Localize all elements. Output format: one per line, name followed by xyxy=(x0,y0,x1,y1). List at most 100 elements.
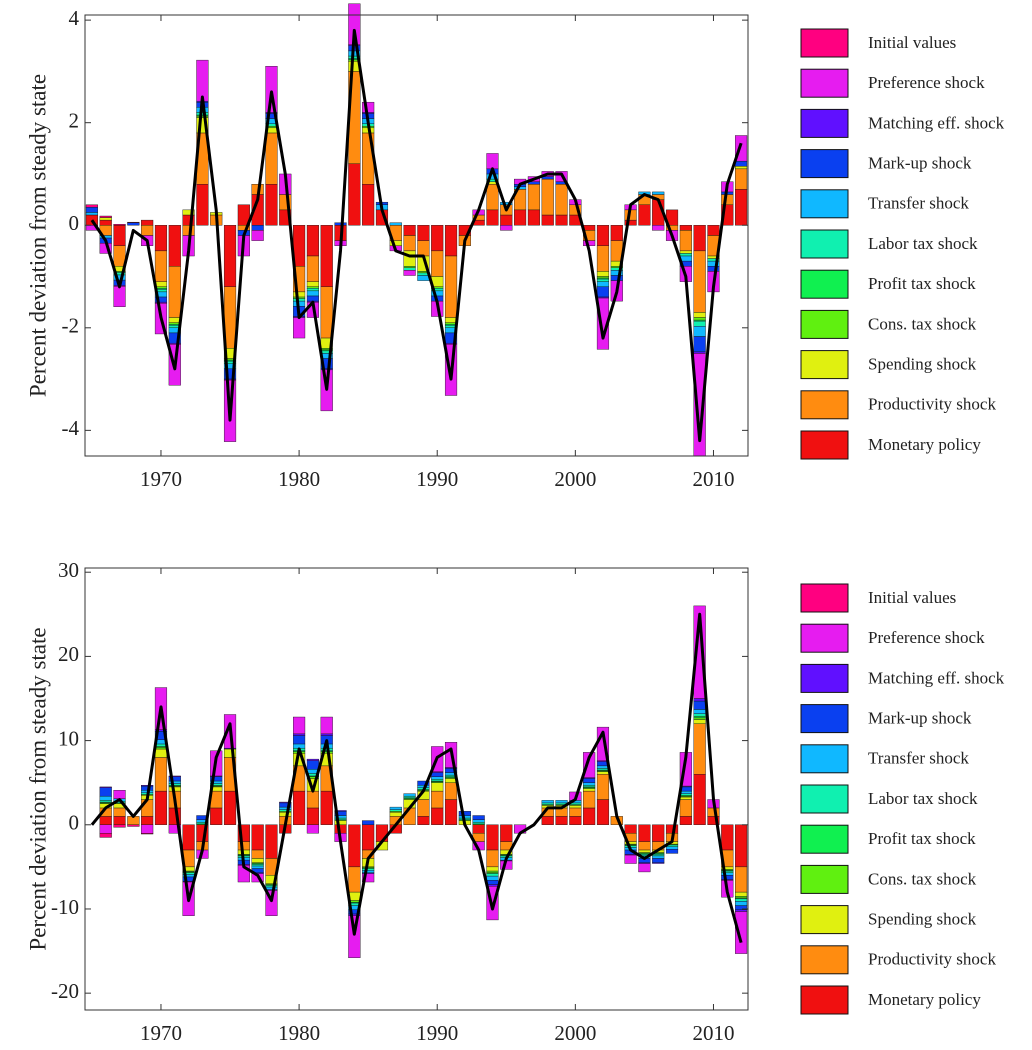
y-tick-label: 0 xyxy=(69,811,80,835)
bar-segment xyxy=(154,790,168,825)
legend-swatch xyxy=(800,350,849,380)
legend-swatch xyxy=(800,704,849,734)
legend-swatch xyxy=(800,28,849,58)
legend-swatch xyxy=(800,824,849,854)
bar-segment xyxy=(679,230,692,252)
bar-segment xyxy=(141,785,154,787)
bar-segment xyxy=(265,890,278,916)
bar-segment xyxy=(555,214,568,226)
bar-segment xyxy=(362,868,375,871)
bar-segment xyxy=(141,833,154,835)
bar-segment xyxy=(403,267,416,271)
bar-segment xyxy=(99,787,112,797)
legend-swatch xyxy=(800,68,849,98)
bar-segment xyxy=(403,235,416,252)
bar-segment xyxy=(389,811,402,817)
bar-segment xyxy=(638,824,651,842)
y-tick-label: -4 xyxy=(62,416,80,440)
bar-segment xyxy=(362,870,375,873)
bar-segment xyxy=(486,875,499,881)
y-tick-label: -2 xyxy=(62,314,80,338)
bar-segment xyxy=(196,115,209,118)
bar-segment xyxy=(500,214,513,226)
bar-segment xyxy=(500,225,513,231)
bar-segment xyxy=(306,225,319,257)
bar-segment xyxy=(168,225,181,267)
bar-segment xyxy=(154,225,168,252)
bar-segment xyxy=(251,824,264,851)
bar-segment xyxy=(527,209,540,226)
bar-segment xyxy=(693,317,706,321)
bar-segment xyxy=(735,891,748,897)
bar-segment xyxy=(223,790,237,825)
bar-segment xyxy=(99,833,112,838)
bar-segment xyxy=(652,854,665,857)
bar-segment xyxy=(306,295,319,302)
bar-segment xyxy=(431,779,444,782)
bar-segment xyxy=(293,716,306,735)
bar-segment xyxy=(707,225,720,236)
bar-segment xyxy=(500,201,513,205)
bar-segment xyxy=(251,849,264,859)
bar-segment xyxy=(486,153,499,170)
bar-segment xyxy=(569,805,582,809)
bar-segment xyxy=(693,774,706,825)
bar-segment xyxy=(624,854,637,864)
bar-segment xyxy=(665,824,679,834)
bar-segment xyxy=(320,716,333,735)
plot-area xyxy=(85,15,748,456)
legend-label: Labor tax shock xyxy=(868,234,978,253)
bar-segment xyxy=(458,811,471,816)
bar-segment xyxy=(306,286,319,289)
bar-segment xyxy=(113,225,126,246)
legend-swatch xyxy=(800,108,849,138)
bar-segment xyxy=(735,896,748,899)
bar-segment xyxy=(735,824,748,868)
bar-segment xyxy=(486,824,499,851)
bar-segment xyxy=(541,800,554,804)
x-tick-label: 1980 xyxy=(278,1021,320,1045)
legend-label: Matching eff. shock xyxy=(868,113,1005,132)
bar-segment xyxy=(679,793,692,796)
bar-segment xyxy=(472,822,485,825)
bar-segment xyxy=(293,296,306,299)
bar-segment xyxy=(596,281,610,287)
bar-segment xyxy=(596,245,610,272)
bar-segment xyxy=(251,225,264,231)
bar-segment xyxy=(362,184,375,226)
bar-segment xyxy=(693,717,706,720)
bar-segment xyxy=(555,800,568,804)
bar-segment xyxy=(596,271,610,277)
bar-segment xyxy=(168,775,181,777)
bar-segment xyxy=(693,700,706,710)
bar-segment xyxy=(596,286,610,298)
bar-segment xyxy=(596,278,610,282)
bar-segment xyxy=(638,849,651,853)
bar-segment xyxy=(583,785,596,788)
y-tick-label: 30 xyxy=(58,558,79,582)
bar-segment xyxy=(721,824,734,851)
bar-segment xyxy=(99,219,112,226)
y-tick-label: 0 xyxy=(69,211,80,235)
bar-segment xyxy=(596,771,610,775)
bar-segment xyxy=(596,225,610,246)
legend-swatch xyxy=(800,583,849,613)
bar-segment xyxy=(113,224,126,226)
bar-segment xyxy=(431,250,444,277)
bar-segment xyxy=(168,824,181,834)
bar-segment xyxy=(196,59,209,102)
bar-segment xyxy=(583,782,596,786)
bar-segment xyxy=(541,816,554,825)
bar-segment xyxy=(99,800,112,803)
bar-segment xyxy=(431,782,444,792)
legend-label: Profit tax shock xyxy=(868,274,976,293)
legend-label: Productivity shock xyxy=(868,395,996,414)
bar-segment xyxy=(320,790,333,825)
bar-segment xyxy=(251,864,264,867)
legend-swatch xyxy=(800,149,849,179)
bar-segment xyxy=(403,807,416,825)
bar-segment xyxy=(251,858,264,863)
bar-segment xyxy=(389,806,402,810)
bar-segment xyxy=(182,225,195,236)
legend-label: Transfer shock xyxy=(868,194,969,213)
